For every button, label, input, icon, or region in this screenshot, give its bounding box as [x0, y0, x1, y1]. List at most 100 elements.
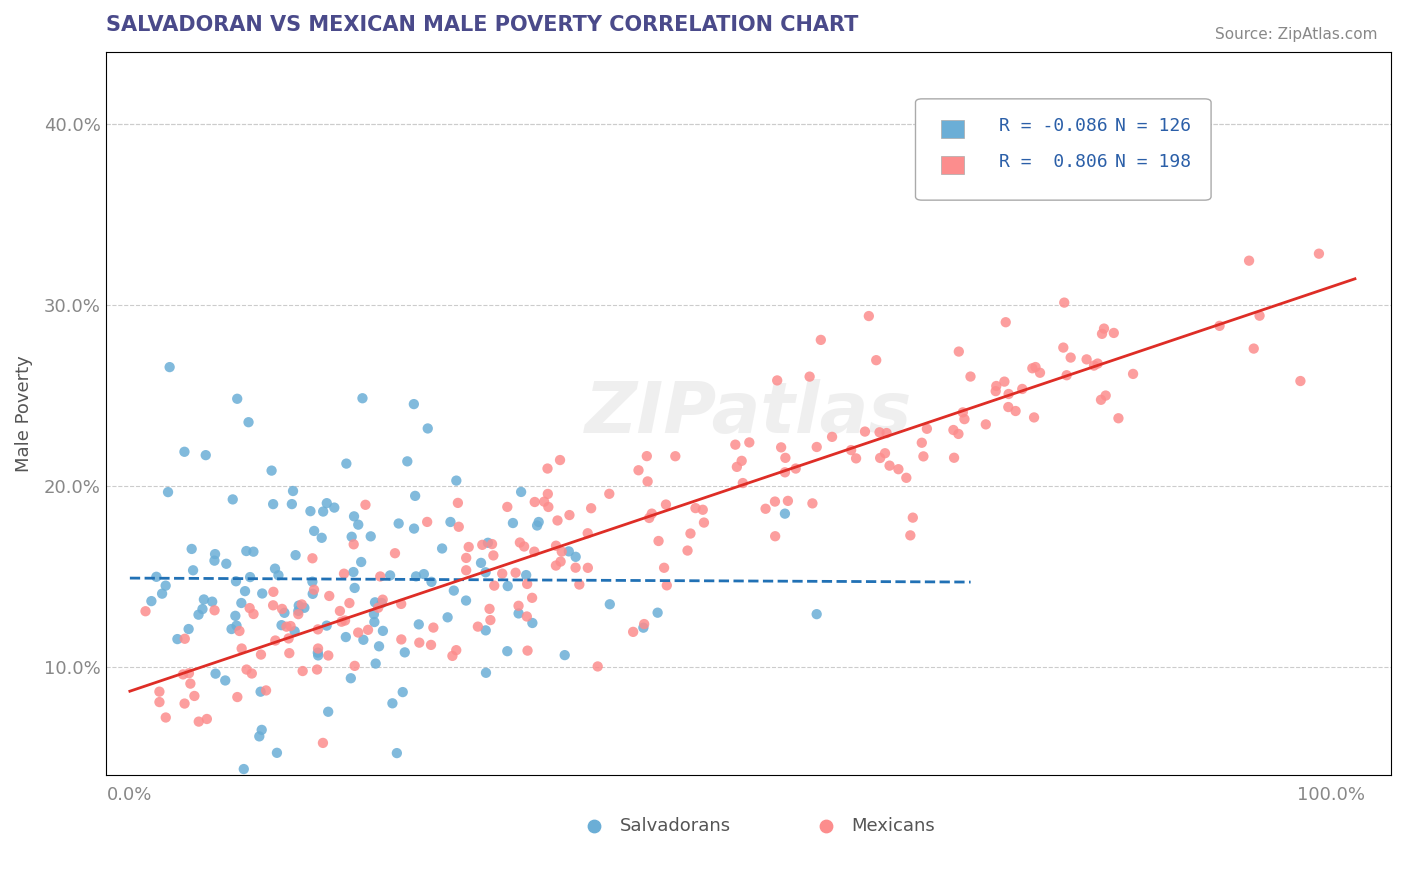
Text: ZIPatlas: ZIPatlas [585, 379, 912, 448]
Point [177, 666, 200, 681]
Point [262, 599, 284, 613]
Point [242, 607, 264, 621]
Point [655, 578, 678, 592]
Point [402, 397, 425, 411]
Point [307, 646, 329, 660]
Point [441, 648, 464, 663]
Point [150, 587, 173, 601]
Point [224, 608, 246, 623]
Point [250, 586, 273, 600]
Point [763, 494, 786, 508]
Point [685, 501, 707, 516]
Point [482, 549, 505, 563]
Point [291, 664, 314, 678]
Point [858, 309, 880, 323]
Point [510, 485, 533, 500]
Point [388, 516, 411, 531]
Point [339, 596, 361, 610]
Point [508, 607, 530, 621]
Point [284, 548, 307, 562]
Point [564, 549, 586, 564]
Point [267, 568, 290, 582]
Point [915, 422, 938, 436]
Point [853, 425, 876, 439]
Point [396, 454, 419, 468]
Point [1122, 367, 1144, 381]
Point [148, 684, 170, 698]
Point [948, 344, 970, 359]
Point [193, 592, 215, 607]
Point [335, 457, 357, 471]
Point [183, 689, 205, 703]
Point [799, 369, 821, 384]
Point [412, 567, 434, 582]
Point [364, 657, 387, 671]
Point [235, 663, 257, 677]
Point [350, 555, 373, 569]
Point [638, 511, 661, 525]
Point [315, 496, 337, 510]
Point [235, 544, 257, 558]
Point [1024, 359, 1046, 374]
Point [342, 565, 364, 579]
Point [329, 604, 352, 618]
Point [352, 632, 374, 647]
Point [316, 705, 339, 719]
Point [471, 538, 494, 552]
Point [446, 474, 468, 488]
Text: R =  0.806: R = 0.806 [1000, 153, 1108, 170]
Point [271, 602, 294, 616]
Point [1308, 246, 1330, 260]
Point [228, 624, 250, 638]
Point [641, 507, 664, 521]
Point [333, 566, 356, 581]
Point [770, 441, 793, 455]
Point [264, 633, 287, 648]
Point [505, 566, 527, 580]
Point [340, 530, 363, 544]
Point [652, 561, 675, 575]
Point [232, 762, 254, 776]
Point [994, 315, 1017, 329]
Point [173, 444, 195, 458]
Point [204, 666, 226, 681]
Point [1060, 351, 1083, 365]
Point [318, 589, 340, 603]
Point [371, 592, 394, 607]
Point [368, 569, 391, 583]
Point [896, 471, 918, 485]
Point [1208, 318, 1230, 333]
Point [1102, 326, 1125, 340]
Point [475, 665, 498, 680]
Point [568, 577, 591, 591]
Point [405, 569, 427, 583]
Point [389, 597, 412, 611]
Point [254, 683, 277, 698]
Point [315, 618, 337, 632]
Point [959, 369, 981, 384]
Point [516, 643, 538, 657]
Point [454, 593, 477, 607]
Point [204, 603, 226, 617]
Point [679, 526, 702, 541]
Point [363, 615, 385, 629]
Point [367, 600, 389, 615]
Point [676, 543, 699, 558]
Point [576, 561, 599, 575]
Point [384, 546, 406, 560]
Point [731, 476, 754, 491]
Point [221, 622, 243, 636]
Point [436, 610, 458, 624]
Point [381, 696, 404, 710]
Point [404, 489, 426, 503]
Point [333, 614, 356, 628]
Point [420, 574, 443, 589]
Point [291, 598, 314, 612]
Point [993, 375, 1015, 389]
Point [277, 632, 299, 646]
Point [231, 596, 253, 610]
Point [201, 595, 224, 609]
Point [214, 673, 236, 688]
Point [181, 563, 204, 577]
Point [179, 676, 201, 690]
